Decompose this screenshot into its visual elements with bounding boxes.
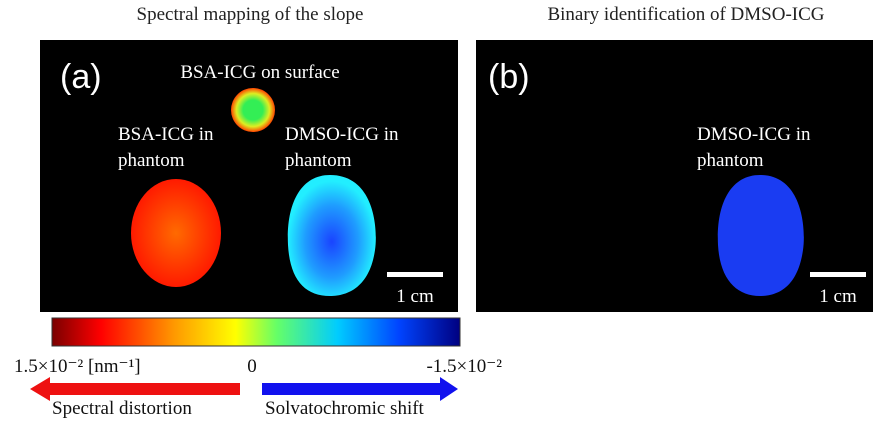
colorbar-label: 1.5×10⁻² [nm⁻¹]	[14, 356, 141, 377]
panel-title: Binary identification of DMSO-ICG	[547, 4, 824, 25]
arrow-label: Solvatochromic shift	[265, 398, 425, 419]
sample-spot	[288, 175, 376, 296]
sample-spot	[718, 175, 804, 296]
panel-title: Spectral mapping of the slope	[137, 4, 364, 25]
panel-label: (a)	[60, 58, 102, 96]
panel-label: (b)	[488, 58, 530, 96]
annotation: BSA-ICG on surface	[180, 62, 339, 83]
sample-spot	[231, 88, 275, 132]
scale-bar-label: 1 cm	[396, 286, 434, 307]
scale-bar	[810, 272, 866, 277]
arrow-label: Spectral distortion	[52, 398, 192, 419]
image-panel	[476, 40, 873, 312]
colorbar-label: -1.5×10⁻²	[426, 356, 502, 377]
scale-bar	[387, 272, 443, 277]
colorbar-label: 0	[247, 356, 257, 377]
figure: Spectral mapping of the slope (a) BSA-IC…	[0, 0, 873, 421]
scale-bar-label: 1 cm	[819, 286, 857, 307]
colorbar	[52, 318, 460, 346]
sample-spot	[131, 179, 221, 287]
